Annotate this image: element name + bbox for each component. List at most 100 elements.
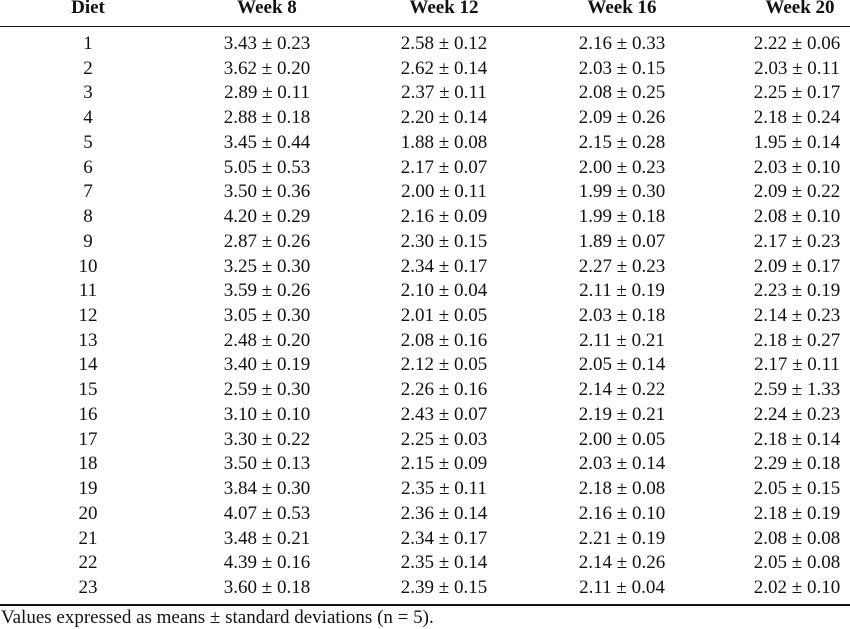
table-cell: 2.19 ± 0.21 <box>578 403 666 425</box>
table-cell: 2.18 ± 0.08 <box>578 478 666 500</box>
table-cell: 2.05 ± 0.15 <box>753 478 841 500</box>
table-cell: 2.17 ± 0.23 <box>753 230 841 252</box>
table-cell: 4.07 ± 0.53 <box>223 502 311 524</box>
table-cell: 3.40 ± 0.19 <box>223 354 311 376</box>
table-cell: 8 <box>83 206 93 228</box>
table-cell: 5 <box>83 131 93 153</box>
table-cell: 2.62 ± 0.14 <box>400 57 488 79</box>
table-cell: 2.09 ± 0.17 <box>753 255 841 277</box>
table-cell: 1.99 ± 0.18 <box>578 206 666 228</box>
table-cell: 2.30 ± 0.15 <box>400 230 488 252</box>
table-cell: 2 <box>83 57 93 79</box>
table-cell: 2.05 ± 0.08 <box>753 552 841 574</box>
table-cell: 22 <box>78 552 98 574</box>
table-cell: 1.89 ± 0.07 <box>578 230 666 252</box>
table-cell: 2.08 ± 0.10 <box>753 206 841 228</box>
table-cell: 2.08 ± 0.16 <box>400 329 488 351</box>
table-cell: 2.02 ± 0.10 <box>753 577 841 599</box>
table-cell: 2.34 ± 0.17 <box>400 255 488 277</box>
table-cell: 2.20 ± 0.14 <box>400 107 488 129</box>
table-cell: 2.10 ± 0.04 <box>400 280 488 302</box>
table-cell: 2.00 ± 0.23 <box>578 156 666 178</box>
table-cell: 19 <box>78 478 98 500</box>
table-cell: 23 <box>78 577 98 599</box>
table-cell: 1.95 ± 0.14 <box>753 131 841 153</box>
table-cell: 2.59 ± 1.33 <box>753 379 841 401</box>
table-cell: 2.29 ± 0.18 <box>753 453 841 475</box>
table-cell: 2.01 ± 0.05 <box>400 305 488 327</box>
table-cell: 2.05 ± 0.14 <box>578 354 666 376</box>
table-cell: 2.18 ± 0.14 <box>753 428 841 450</box>
table-cell: 21 <box>78 527 98 549</box>
table-cell: 2.24 ± 0.23 <box>753 403 841 425</box>
table-cell: 2.08 ± 0.25 <box>578 82 666 104</box>
table-cell: 2.35 ± 0.14 <box>400 552 488 574</box>
table-cell: 2.87 ± 0.26 <box>223 230 311 252</box>
table-cell: 2.09 ± 0.26 <box>578 107 666 129</box>
table-cell: 3.50 ± 0.13 <box>223 453 311 475</box>
table-cell: 2.16 ± 0.33 <box>578 33 666 54</box>
table-cell: 2.36 ± 0.14 <box>400 502 488 524</box>
table-cell: 2.89 ± 0.11 <box>224 82 310 104</box>
column-header: Week 8 <box>237 0 297 18</box>
table-cell: 18 <box>78 453 98 475</box>
table-cell: 2.59 ± 0.30 <box>223 379 311 401</box>
table-cell: 2.03 ± 0.15 <box>578 57 666 79</box>
table-cell: 3 <box>83 82 93 104</box>
table-cell: 10 <box>78 255 98 277</box>
header-rule <box>0 26 850 27</box>
table-cell: 2.39 ± 0.15 <box>400 577 488 599</box>
table-cell: 2.00 ± 0.05 <box>578 428 666 450</box>
table-cell: 3.45 ± 0.44 <box>223 131 311 153</box>
table-cell: 1.99 ± 0.30 <box>578 181 666 203</box>
table-cell: 2.14 ± 0.22 <box>578 379 666 401</box>
table-cell: 2.00 ± 0.11 <box>401 181 487 203</box>
table-cell: 2.48 ± 0.20 <box>223 329 311 351</box>
table-cell: 2.18 ± 0.19 <box>753 502 841 524</box>
table-cell: 2.11 ± 0.19 <box>579 280 665 302</box>
table-cell: 2.22 ± 0.06 <box>753 33 841 54</box>
table-cell: 2.16 ± 0.10 <box>578 502 666 524</box>
table-cell: 2.03 ± 0.18 <box>578 305 666 327</box>
table-cell: 4.39 ± 0.16 <box>223 552 311 574</box>
column-header: Week 16 <box>587 0 657 18</box>
column-header: Diet <box>71 0 105 18</box>
table-cell: 2.15 ± 0.28 <box>578 131 666 153</box>
table-cell: 2.35 ± 0.11 <box>401 478 487 500</box>
table-cell: 2.14 ± 0.26 <box>578 552 666 574</box>
table-cell: 7 <box>83 181 93 203</box>
table-cell: 2.37 ± 0.11 <box>401 82 487 104</box>
table-cell: 5.05 ± 0.53 <box>223 156 311 178</box>
table-cell: 2.11 ± 0.21 <box>579 329 665 351</box>
table-cell: 2.25 ± 0.17 <box>753 82 841 104</box>
table-cell: 2.11 ± 0.04 <box>579 577 665 599</box>
table-cell: 3.05 ± 0.30 <box>223 305 311 327</box>
table-cell: 3.30 ± 0.22 <box>223 428 311 450</box>
table-cell: 3.48 ± 0.21 <box>223 527 311 549</box>
table-cell: 2.18 ± 0.27 <box>753 329 841 351</box>
table-cell: 1 <box>83 33 93 54</box>
table-cell: 2.27 ± 0.23 <box>578 255 666 277</box>
table-cell: 13 <box>78 329 98 351</box>
table-cell: 2.03 ± 0.11 <box>754 57 840 79</box>
footnote: Values expressed as means ± standard dev… <box>1 607 434 628</box>
table-cell: 2.43 ± 0.07 <box>400 403 488 425</box>
table-cell: 2.17 ± 0.11 <box>754 354 840 376</box>
table-cell: 12 <box>78 305 98 327</box>
table-cell: 2.26 ± 0.16 <box>400 379 488 401</box>
table-cell: 15 <box>78 379 98 401</box>
table-cell: 2.21 ± 0.19 <box>578 527 666 549</box>
table-cell: 2.09 ± 0.22 <box>753 181 841 203</box>
table-cell: 3.62 ± 0.20 <box>223 57 311 79</box>
table-cell: 9 <box>83 230 93 252</box>
table-cell: 3.43 ± 0.23 <box>223 33 311 54</box>
table-cell: 14 <box>78 354 98 376</box>
table-cell: 2.03 ± 0.10 <box>753 156 841 178</box>
table-cell: 2.03 ± 0.14 <box>578 453 666 475</box>
table-cell: 2.12 ± 0.05 <box>400 354 488 376</box>
table-cell: 2.14 ± 0.23 <box>753 305 841 327</box>
table-cell: 2.16 ± 0.09 <box>400 206 488 228</box>
table-cell: 3.25 ± 0.30 <box>223 255 311 277</box>
table-cell: 4 <box>83 107 93 129</box>
